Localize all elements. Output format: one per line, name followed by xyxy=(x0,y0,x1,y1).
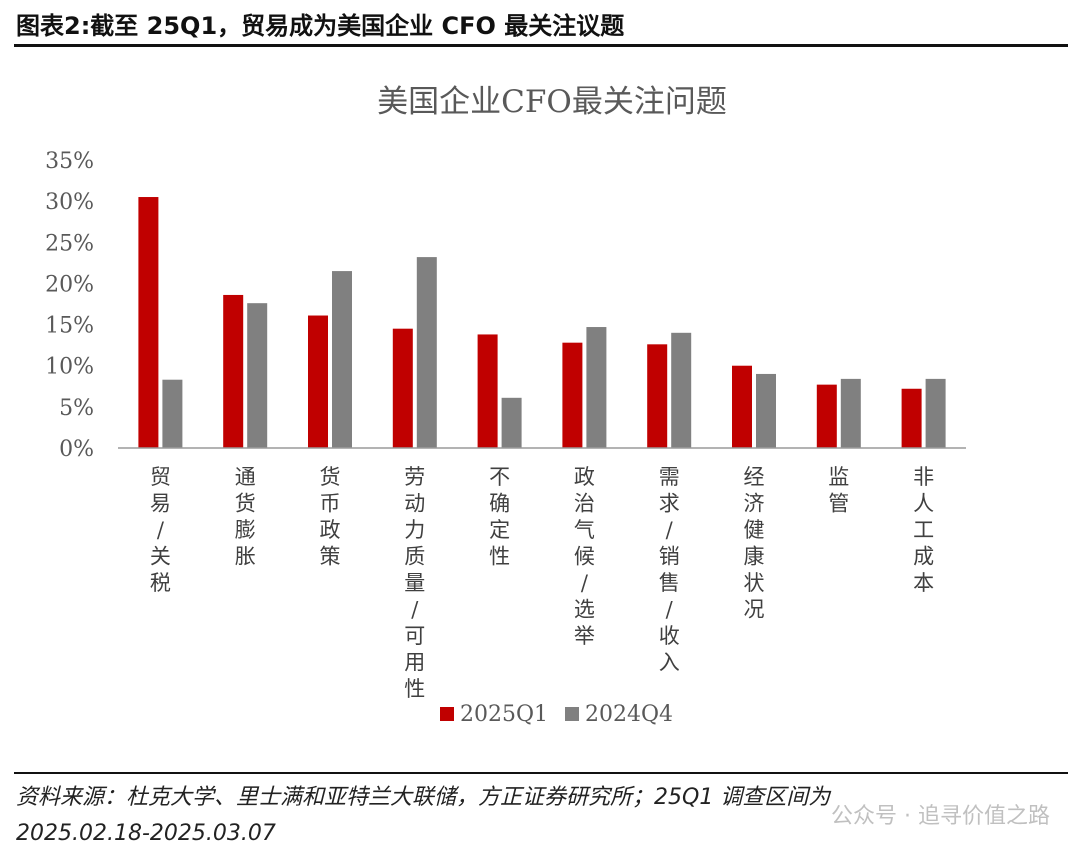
bar-2025Q1 xyxy=(223,294,244,448)
bar-2024Q4 xyxy=(586,327,607,448)
y-tick-label: 20% xyxy=(45,272,94,297)
x-axis-labels: 贸易/关税 通货膨胀 货币政策 劳动力质量/可用性 不确定性 政治气候/选举 需求/销售/收… xyxy=(150,465,934,701)
legend-swatch-2024Q4 xyxy=(565,707,579,721)
bar-2025Q1 xyxy=(477,334,498,448)
legend-label-2025Q1: 2025Q1 xyxy=(460,702,548,727)
y-tick-label: 25% xyxy=(45,231,94,256)
x-tick-label: 政治气候/选举 xyxy=(574,465,595,648)
bar-2024Q4 xyxy=(840,378,861,448)
bar-2025Q1 xyxy=(647,344,668,448)
legend: 2025Q1 2024Q4 xyxy=(440,702,673,727)
header-divider xyxy=(14,44,1068,47)
bar-2024Q4 xyxy=(925,378,946,448)
y-tick-label: 35% xyxy=(45,149,94,174)
bar-2025Q1 xyxy=(308,315,328,448)
bar-2024Q4 xyxy=(501,397,522,448)
page-title: 图表2:截至 25Q1，贸易成为美国企业 CFO 最关注议题 xyxy=(16,12,625,40)
x-tick-label: 非人工成本 xyxy=(913,465,934,595)
watermark: 公众号 · 追寻价值之路 xyxy=(831,804,1050,829)
source-note: 资料来源：杜克大学、里士满和亚特兰大联储，方正证券研究所；25Q1 调查区间为 … xyxy=(16,780,1066,852)
bars-group xyxy=(138,197,946,448)
legend-swatch-2025Q1 xyxy=(440,707,454,721)
x-tick-label: 通货膨胀 xyxy=(235,465,256,569)
x-tick-label: 不确定性 xyxy=(489,465,510,569)
bar-2024Q4 xyxy=(247,303,268,448)
x-tick-label: 经济健康状况 xyxy=(744,465,765,622)
y-tick-label: 0% xyxy=(59,437,94,462)
bar-2025Q1 xyxy=(816,384,837,448)
y-tick-label: 5% xyxy=(59,396,94,421)
x-tick-label: 货币政策 xyxy=(320,465,341,569)
y-tick-label: 15% xyxy=(45,314,94,339)
bar-2024Q4 xyxy=(756,373,776,448)
source-line-1: 资料来源：杜克大学、里士满和亚特兰大联储，方正证券研究所；25Q1 调查区间为 xyxy=(16,785,831,810)
y-axis-ticks: 0% 5% 10% 15% 20% 25% 30% 35% xyxy=(45,149,94,462)
y-tick-label: 10% xyxy=(45,355,94,380)
chart-title: 美国企业CFO最关注问题 xyxy=(377,84,727,120)
x-tick-label: 劳动力质量/可用性 xyxy=(404,465,425,701)
bar-2024Q4 xyxy=(416,257,437,448)
footer-divider xyxy=(14,772,1068,774)
bar-chart: 美国企业CFO最关注问题 0% 5% 10% 15% 20% 25% 30% 35% 贸易/关… xyxy=(45,84,966,727)
bar-2024Q4 xyxy=(671,332,692,448)
x-tick-label: 需求/销售/收入 xyxy=(659,465,680,675)
bar-2025Q1 xyxy=(562,342,583,448)
x-tick-label: 贸易/关税 xyxy=(150,465,171,595)
bar-2025Q1 xyxy=(732,365,752,448)
bar-2024Q4 xyxy=(332,271,352,448)
y-tick-label: 30% xyxy=(45,190,94,215)
bar-2025Q1 xyxy=(392,328,413,448)
bar-2025Q1 xyxy=(901,388,922,448)
source-line-2: 2025.02.18-2025.03.07 xyxy=(16,821,276,846)
x-tick-label: 监管 xyxy=(828,465,849,516)
bar-2025Q1 xyxy=(138,197,159,448)
legend-label-2024Q4: 2024Q4 xyxy=(585,702,673,727)
bar-2024Q4 xyxy=(162,379,183,448)
